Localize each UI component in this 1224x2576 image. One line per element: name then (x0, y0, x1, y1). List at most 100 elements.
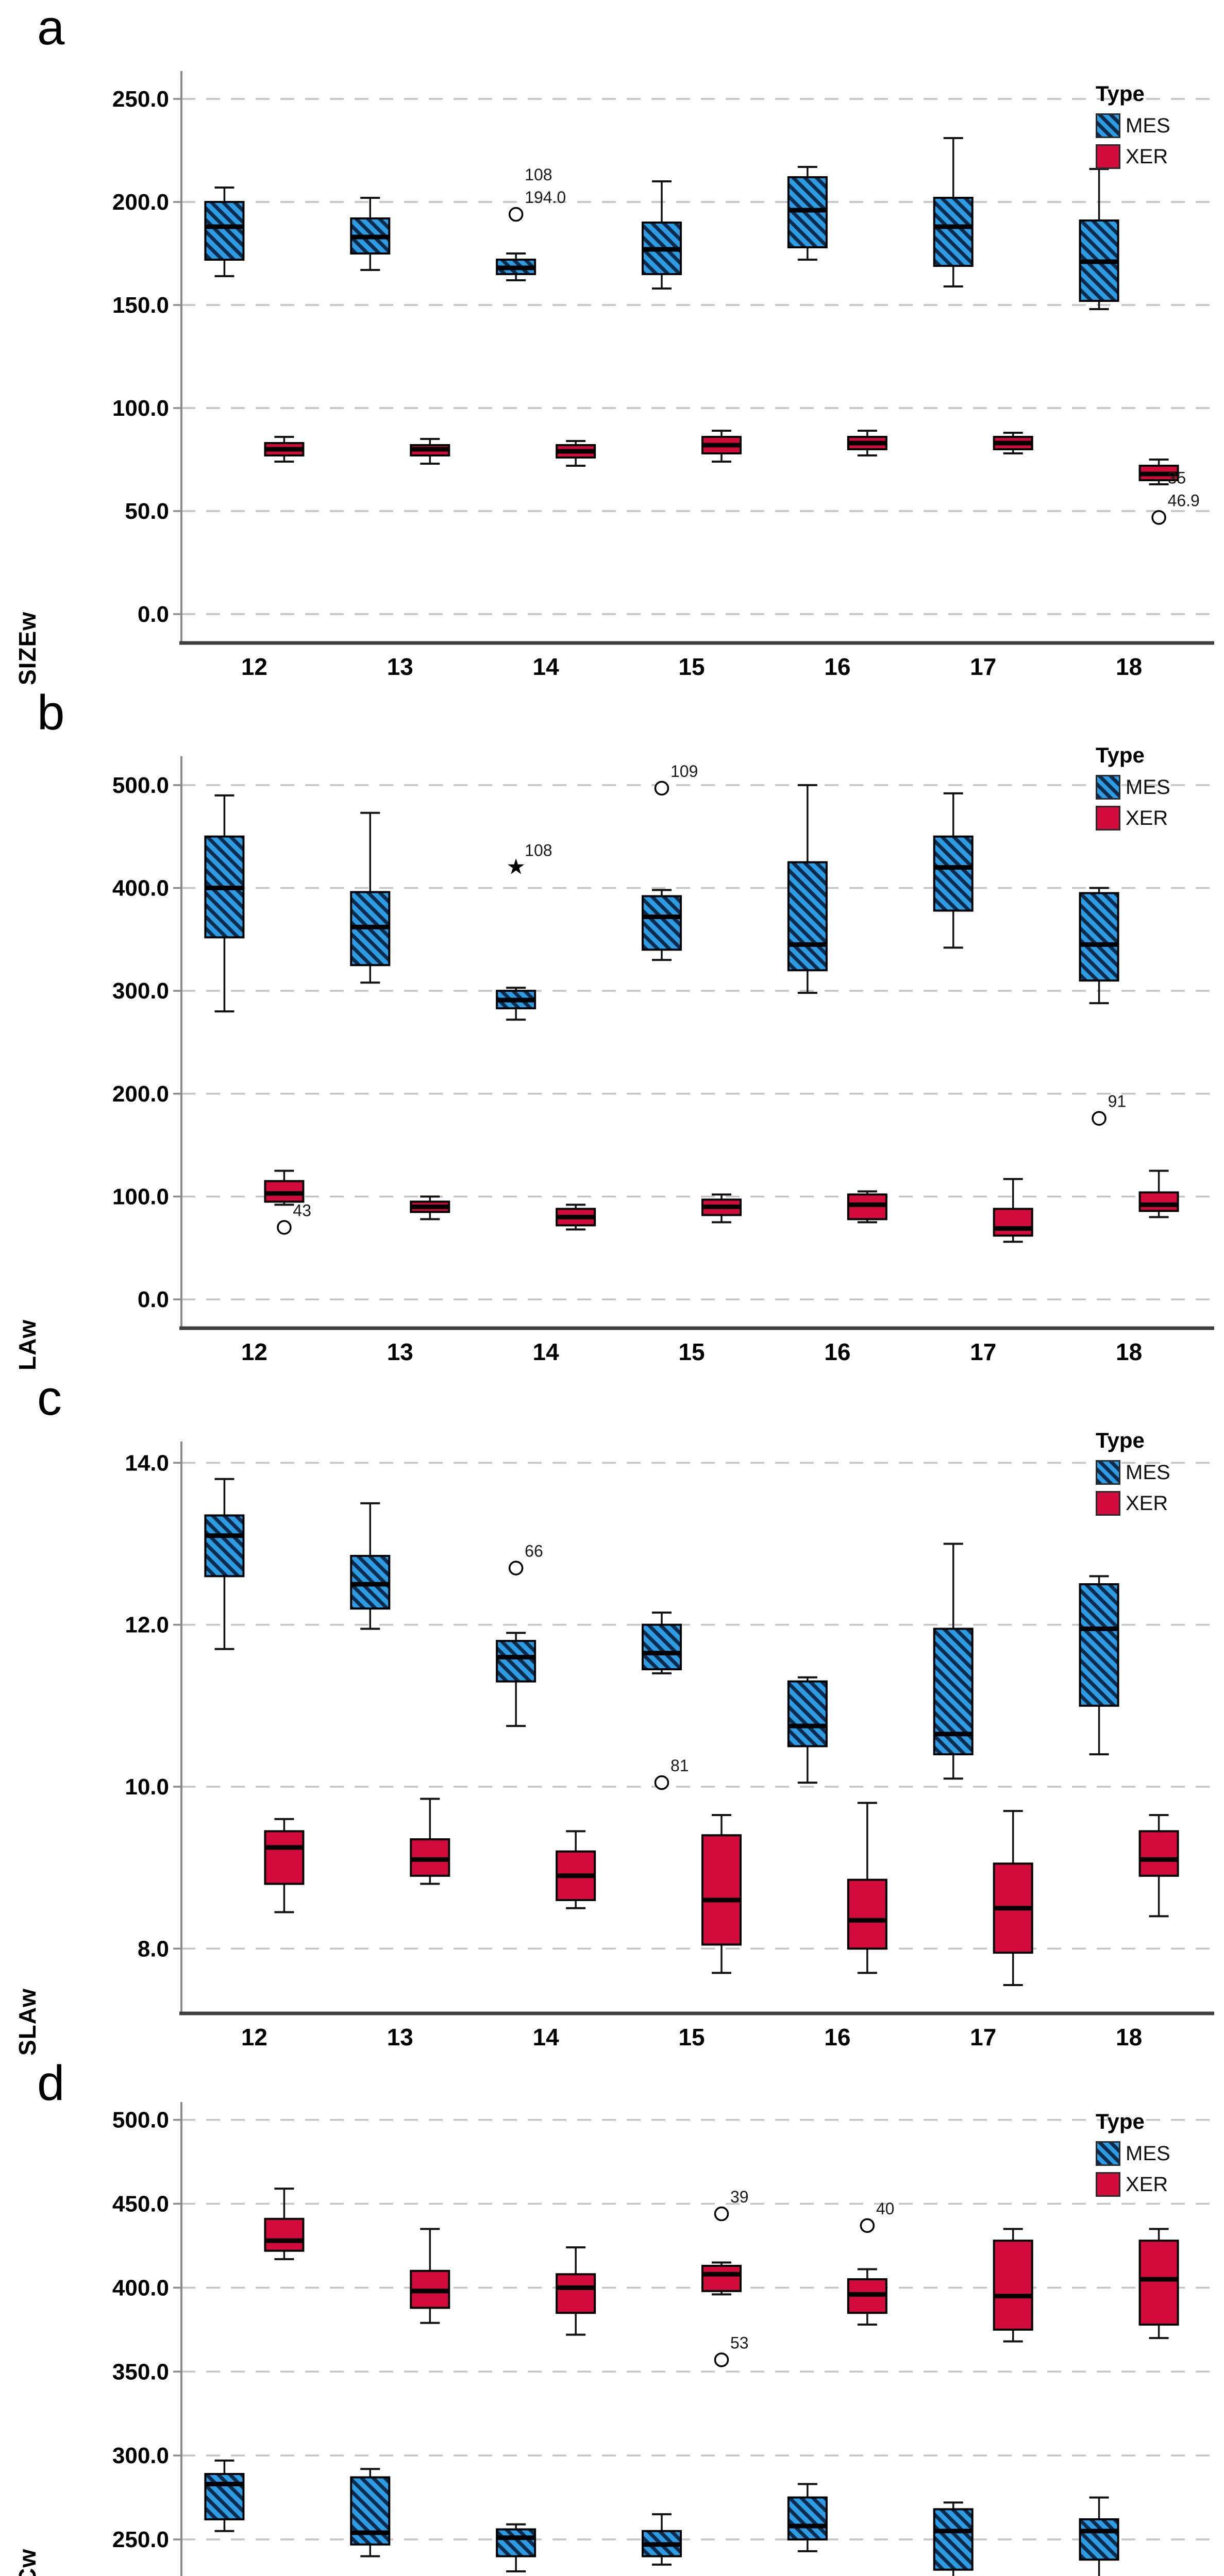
y-tick-label: 300.0 (112, 2443, 169, 2468)
y-tick-label: 200.0 (112, 1081, 169, 1107)
y-axis-title-law: LAw (14, 1319, 41, 1370)
legend-title: Type (1096, 743, 1145, 767)
b-mes-17-box (933, 835, 974, 912)
y-tick-label: 0.0 (138, 1287, 169, 1312)
y-tick-label: 150.0 (112, 293, 169, 318)
y-tick-label: 12.0 (125, 1613, 169, 1638)
c-mes-14-box (496, 1640, 536, 1683)
legend-item-label: XER (1126, 1492, 1168, 1515)
legend-item-label: XER (1126, 806, 1168, 829)
legend-item-xer: XER (1096, 1491, 1222, 1516)
legend-items: MES XER (1096, 775, 1222, 831)
a-xer-18-outlier-label: 46.9 (1168, 491, 1200, 510)
x-tick-label-13: 13 (387, 2024, 413, 2050)
y-tick-label: 400.0 (112, 2275, 169, 2300)
legend-item-label: MES (1126, 114, 1170, 137)
x-tick-label-13: 13 (387, 1338, 413, 1365)
c-mes-18-box (1079, 1583, 1119, 1707)
legend-item-mes: MES (1096, 113, 1222, 138)
y-tick-label: 400.0 (112, 876, 169, 901)
y-axis-title-sizew: SIZEw (14, 611, 41, 685)
panel-d-plot: 200.0250.0300.0350.0400.0450.0500.081395… (112, 2102, 1214, 2576)
a-mes-14-outlier-label: 194.0 (525, 188, 566, 207)
x-tick-label-14: 14 (533, 653, 560, 680)
legend-title: Type (1096, 2109, 1145, 2133)
legend-items: MES XER (1096, 113, 1222, 169)
x-tick-label-18: 18 (1116, 1338, 1142, 1365)
x-tick-label-18: 18 (1116, 653, 1142, 680)
d-xer-14-box (556, 2273, 596, 2314)
y-tick-label: 250.0 (112, 87, 169, 112)
b-mes-15-outlier-circle (654, 781, 669, 796)
d-mes-14-box (496, 2528, 536, 2557)
c-mes-15-outlier-label: 81 (670, 1756, 689, 1775)
legend-swatch-mes (1096, 113, 1120, 138)
x-tick-label-16: 16 (824, 653, 850, 680)
c-xer-18-box (1138, 1830, 1179, 1877)
y-tick-label: 200.0 (112, 190, 169, 215)
x-tick-label-16: 16 (824, 2024, 850, 2050)
d-xer-15-box (701, 2265, 742, 2292)
y-tick-label: 8.0 (138, 1936, 169, 1961)
panel-a: 0.0 50.0 100.0 150.0 200.0 250.0 108 194.0 35 46.… (0, 0, 1224, 685)
a-mes-12-box (204, 201, 245, 261)
x-tick-label-18: 18 (1116, 2024, 1142, 2050)
panel-letter-d: d (37, 2056, 65, 2111)
legend-title: Type (1096, 1428, 1145, 1452)
panel-b: 0.0 100.0 200.0 300.0 400.0 500.0 ★ 108 109 91 43 1… (0, 685, 1224, 1370)
a-mes-17-box (933, 197, 974, 267)
d-xer-15-outlier-circle (714, 2206, 729, 2222)
c-mes-12-box (204, 1514, 245, 1578)
y-axis-title-slaw: SLAw (14, 1988, 41, 2056)
c-xer-12-box (264, 1830, 305, 1885)
b-xer-12-outlier-label: 43 (293, 1201, 311, 1219)
c-xer-16-box (847, 1878, 887, 1950)
x-tick-label-17: 17 (970, 2024, 996, 2050)
panel-c-plot: 8.0 10.0 12.0 14.0 66 81 12 13 14 15 16 17 18 (125, 1442, 1214, 2050)
legend-swatch-xer (1096, 144, 1120, 169)
x-tick-label-16: 16 (824, 1338, 850, 1365)
y-tick-label: 500.0 (112, 2108, 169, 2133)
x-tick-label-12: 12 (241, 2024, 267, 2050)
legend-title: Type (1096, 81, 1145, 106)
x-tick-label-15: 15 (678, 2024, 705, 2050)
y-tick-label: 10.0 (125, 1774, 169, 1800)
d-mes-17-box (933, 2508, 974, 2571)
b-xer-18-box (1138, 1191, 1179, 1212)
legend-item-label: MES (1126, 1461, 1170, 1484)
legend-items: MES XER (1096, 1460, 1222, 1516)
c-xer-15-box (701, 1834, 742, 1946)
d-xer-15-outlier-label: 39 (730, 2188, 749, 2206)
d-xer-17-box (993, 2240, 1033, 2331)
y-tick-label: 300.0 (112, 978, 169, 1004)
legend-a: Type MES XER (1096, 81, 1222, 169)
legend-swatch-mes (1096, 1460, 1120, 1485)
b-mes-14-outlier-label: 108 (525, 841, 552, 860)
y-tick-label: 100.0 (112, 396, 169, 421)
panel-b-plot: 0.0 100.0 200.0 300.0 400.0 500.0 ★108 109 91 43 1… (112, 756, 1214, 1365)
panel-c: 8.0 10.0 12.0 14.0 66 81 12 13 14 15 16 17 18 c SLAw… (0, 1370, 1224, 2056)
legend-swatch-xer (1096, 1491, 1120, 1516)
x-tick-label-12: 12 (241, 1338, 267, 1365)
x-tick-label-15: 15 (678, 1338, 705, 1365)
legend-item-label: XER (1126, 2173, 1168, 2196)
legend-b: Type MES XER (1096, 743, 1222, 831)
d-xer-16-outlier-label: 40 (876, 2199, 895, 2218)
y-tick-label: 0.0 (138, 602, 169, 627)
d-xer-15-outlier-circle (714, 2352, 729, 2367)
legend-items: MES XER (1096, 2141, 1222, 2197)
d-xer-12-box (264, 2217, 305, 2252)
x-tick-label-17: 17 (970, 653, 996, 680)
c-mes-16-box (787, 1680, 828, 1748)
b-mes-14-outlier-star: ★ (506, 854, 526, 879)
x-tick-label-15: 15 (678, 653, 705, 680)
x-tick-label-14: 14 (533, 1338, 560, 1365)
panel-letter-c: c (37, 1370, 62, 1426)
y-tick-label: 100.0 (112, 1184, 169, 1209)
y-tick-label: 450.0 (112, 2191, 169, 2216)
legend-item-xer: XER (1096, 806, 1222, 831)
x-tick-label-14: 14 (533, 2024, 560, 2050)
d-xer-18-box (1138, 2240, 1179, 2326)
panel-letter-b: b (37, 685, 65, 740)
y-tick-label: 350.0 (112, 2359, 169, 2384)
